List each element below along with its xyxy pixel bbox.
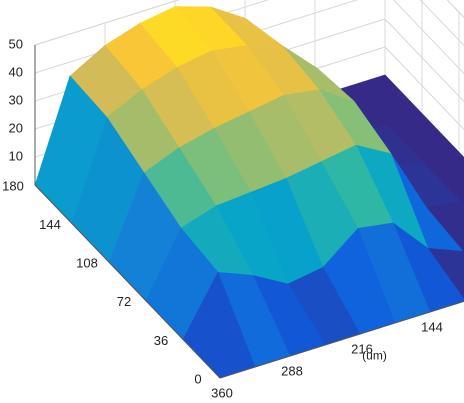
y-tick-label: 36 bbox=[154, 333, 168, 348]
z-tick-label: 30 bbox=[9, 92, 23, 107]
z-tick-label: 40 bbox=[9, 64, 23, 79]
x-tick-label: 216 bbox=[351, 341, 373, 356]
y-tick-label: 0 bbox=[194, 371, 201, 386]
labels: 10203040500367210814418072144216288360(u… bbox=[2, 36, 464, 400]
y-tick-label: 108 bbox=[76, 256, 98, 271]
y-axis bbox=[34, 184, 221, 379]
surface bbox=[34, 6, 464, 379]
z-tick-label: 10 bbox=[9, 148, 23, 163]
grid-line bbox=[34, 0, 464, 46]
z-tick-label: 50 bbox=[9, 36, 23, 51]
y-tick-label: 72 bbox=[117, 294, 131, 309]
y-tick-label: 180 bbox=[2, 178, 24, 193]
x-axis bbox=[219, 300, 464, 379]
z-tick-label: 20 bbox=[9, 120, 23, 135]
x-axis-label: (um) bbox=[362, 349, 387, 363]
x-tick-label: 288 bbox=[281, 363, 303, 378]
x-tick-label: 360 bbox=[211, 385, 233, 400]
y-tick-label: 144 bbox=[39, 217, 61, 232]
x-tick-label: 144 bbox=[421, 319, 443, 334]
